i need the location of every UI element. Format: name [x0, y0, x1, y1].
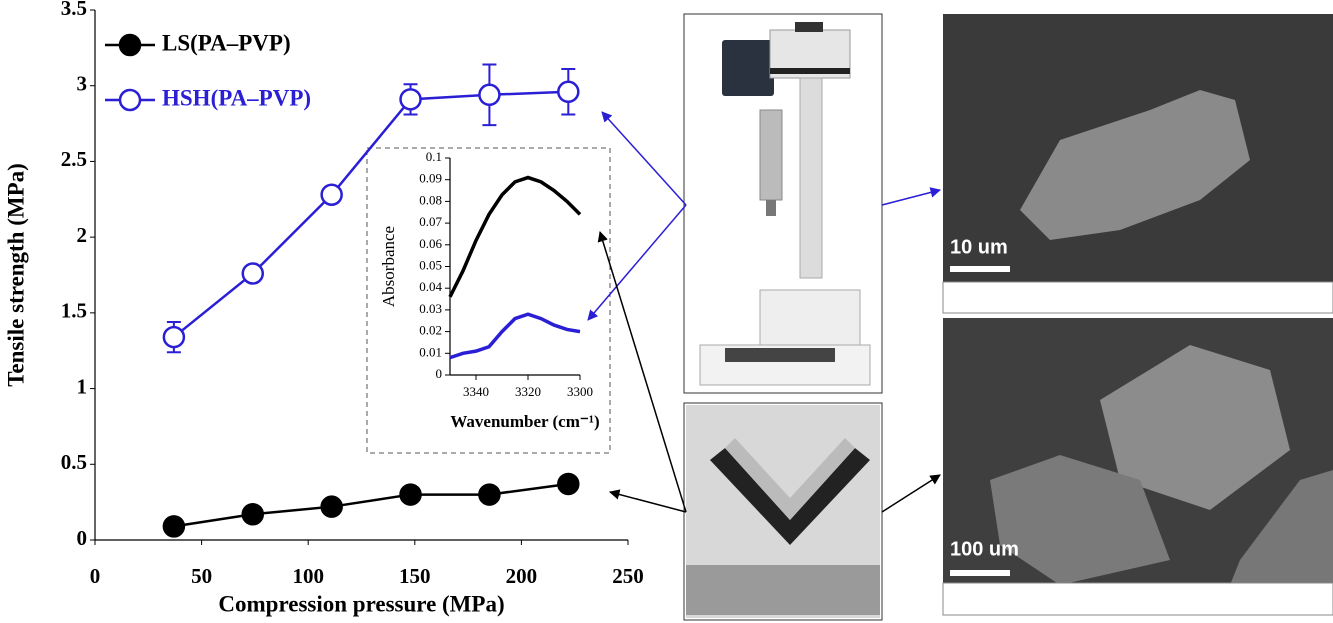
x-axis-label: Compression pressure (MPa)	[218, 591, 504, 616]
arrows	[587, 111, 942, 513]
data-point	[162, 515, 186, 538]
instrument-photo	[683, 13, 883, 394]
x-tick-label: 150	[399, 564, 431, 588]
scale-label: 100 um	[950, 538, 1019, 560]
series-line	[448, 175, 582, 298]
data-point	[399, 483, 422, 506]
y-tick-label: 0.03	[419, 301, 442, 316]
data-point	[557, 472, 580, 496]
legend-label: HSH(PA–PVP)	[162, 85, 311, 110]
sem-image-top: 10 um	[942, 14, 1333, 314]
legend-label: LS(PA–PVP)	[162, 30, 291, 55]
y-tick-label: 2.5	[61, 147, 87, 171]
x-axis-label: Wavenumber (cm⁻¹)	[450, 412, 599, 431]
x-tick-label: 200	[506, 564, 538, 588]
y-tick-label: 0.07	[419, 214, 442, 229]
series-line	[173, 482, 569, 528]
data-point	[320, 495, 343, 518]
y-tick-label: 3.5	[61, 0, 87, 20]
y-tick-label: 0	[436, 366, 443, 381]
x-tick-label: 3320	[515, 384, 541, 399]
y-tick-label: 0.5	[61, 450, 87, 474]
y-tick-label: 2	[77, 223, 88, 247]
y-axis-label: Absorbance	[379, 226, 398, 307]
legend-marker	[118, 33, 142, 57]
y-tick-label: 0.09	[419, 171, 442, 186]
series-line	[449, 312, 581, 360]
y-tick-label: 0.06	[419, 236, 442, 251]
y-tick-label: 1.5	[61, 299, 87, 323]
series-line	[173, 90, 569, 339]
sem-image-bottom: 100 um	[942, 318, 1333, 616]
data-point	[478, 83, 501, 107]
y-tick-label: 0.02	[419, 323, 442, 338]
x-tick-label: 100	[292, 564, 324, 588]
data-point	[320, 183, 343, 206]
y-tick-label: 1	[77, 374, 88, 398]
y-tick-label: 0.08	[419, 192, 442, 207]
y-tick-label: 0	[77, 526, 88, 550]
data-point	[557, 80, 580, 104]
data-point	[241, 262, 265, 285]
data-point	[162, 325, 186, 349]
blender-photo	[683, 402, 883, 621]
y-tick-label: 0.1	[426, 149, 442, 164]
data-point	[478, 483, 501, 506]
data-point	[241, 503, 265, 526]
x-tick-label: 250	[612, 564, 644, 588]
y-tick-label: 0.05	[419, 257, 442, 272]
x-tick-label: 3340	[463, 384, 489, 399]
data-point	[399, 88, 422, 111]
y-tick-label: 0.01	[419, 344, 442, 359]
scale-label: 10 um	[950, 236, 1008, 258]
x-tick-label: 50	[191, 564, 212, 588]
y-tick-label: 3	[77, 72, 88, 96]
legend-marker	[118, 88, 142, 112]
y-tick-label: 0.04	[419, 279, 442, 294]
y-axis-label: Tensile strength (MPa)	[3, 163, 28, 387]
x-tick-label: 0	[90, 564, 101, 588]
x-tick-label: 3300	[567, 384, 593, 399]
inset-frame	[366, 147, 611, 454]
